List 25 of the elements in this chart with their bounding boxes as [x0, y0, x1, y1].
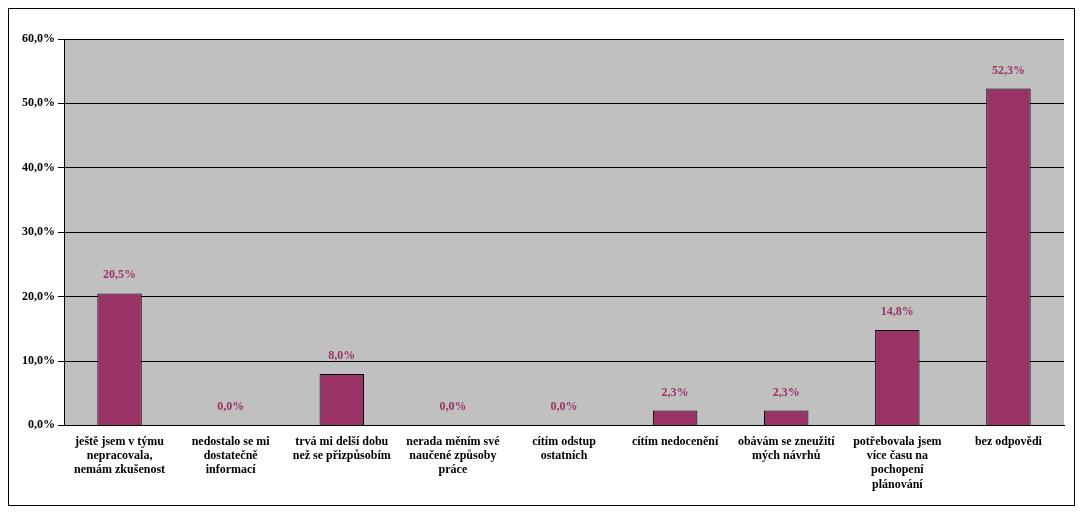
y-tick-label: 30,0%: [22, 224, 55, 239]
y-tick-label: 0,0%: [28, 417, 55, 432]
data-label: 8,0%: [328, 347, 356, 362]
x-tick-label: cítím odstup ostatních: [532, 433, 597, 463]
x-tick-label: nedostalo se mi dostatečně informací: [191, 433, 271, 477]
x-tick-label: ještě jsem v týmu nepracovala, nemám zkušenost: [74, 433, 166, 477]
x-tick-label: obávám se zneužití mých návrhů: [737, 433, 836, 463]
data-label: 0,0%: [550, 399, 578, 414]
data-label: 2,3%: [661, 384, 689, 399]
x-tick-label: potřebovala jsem více času na pochopení plánování: [853, 433, 942, 491]
data-label: 52,3%: [991, 62, 1025, 77]
x-tick-label: bez odpovědi: [974, 433, 1043, 448]
x-tick-label: cítím nedocenění: [631, 433, 719, 448]
data-label: 20,5%: [103, 267, 137, 282]
data-label: 14,8%: [880, 304, 914, 319]
x-tick-label: trvá mi delší dobu než se přizpůsobím: [292, 433, 391, 463]
y-tick-label: 40,0%: [22, 159, 55, 174]
y-tick-label: 10,0%: [22, 353, 55, 368]
y-tick-label: 60,0%: [22, 31, 55, 46]
data-label: 0,0%: [439, 399, 467, 414]
data-label: 0,0%: [217, 399, 245, 414]
data-label: 2,3%: [772, 384, 800, 399]
y-tick-label: 20,0%: [22, 288, 55, 303]
x-tick-label: nerada měním své naučené způsoby práce: [406, 433, 501, 477]
y-tick-label: 50,0%: [22, 95, 55, 110]
